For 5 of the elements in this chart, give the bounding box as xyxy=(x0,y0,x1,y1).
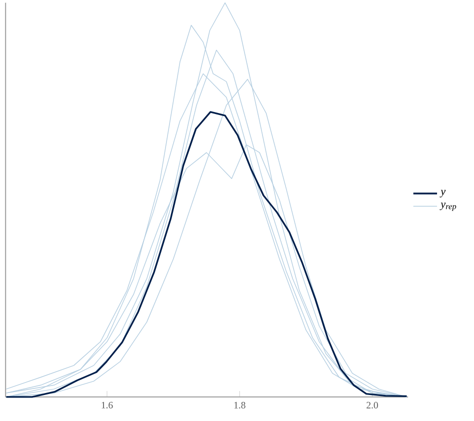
x-tick-label: 1.6 xyxy=(102,402,113,409)
x-tick-label: 1.8 xyxy=(234,402,246,409)
legend-label: y xyxy=(440,190,446,198)
legend-label: y$_{rep}$ xyxy=(440,202,456,212)
x-tick-label: 2.0 xyxy=(366,402,378,409)
